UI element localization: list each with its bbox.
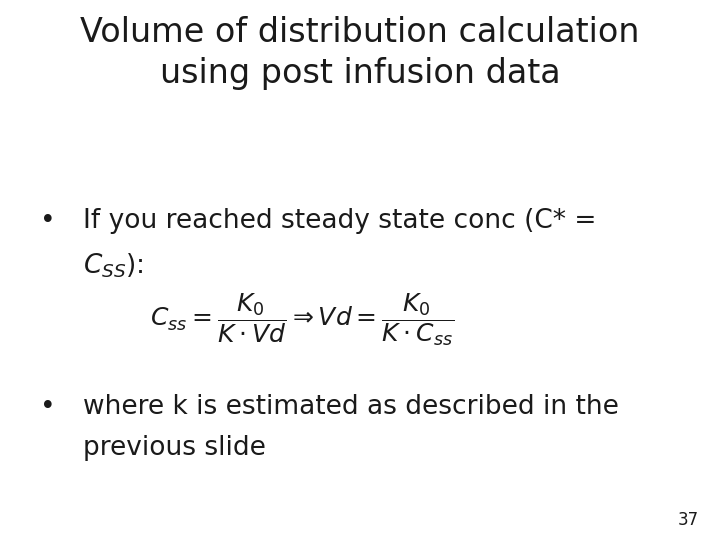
Text: •: • bbox=[40, 208, 55, 234]
Text: If you reached steady state conc (C* =: If you reached steady state conc (C* = bbox=[83, 208, 596, 234]
Text: 37: 37 bbox=[678, 511, 698, 529]
Text: •: • bbox=[40, 394, 55, 420]
Text: Volume of distribution calculation
using post infusion data: Volume of distribution calculation using… bbox=[80, 16, 640, 90]
Text: previous slide: previous slide bbox=[83, 435, 266, 461]
Text: where k is estimated as described in the: where k is estimated as described in the bbox=[83, 394, 618, 420]
Text: $C_{ss} = \dfrac{K_0}{K \cdot Vd} \Rightarrow Vd = \dfrac{K_0}{K \cdot C_{ss}}$: $C_{ss} = \dfrac{K_0}{K \cdot Vd} \Right… bbox=[150, 292, 454, 348]
Text: $C_{SS}$):: $C_{SS}$): bbox=[83, 251, 143, 280]
